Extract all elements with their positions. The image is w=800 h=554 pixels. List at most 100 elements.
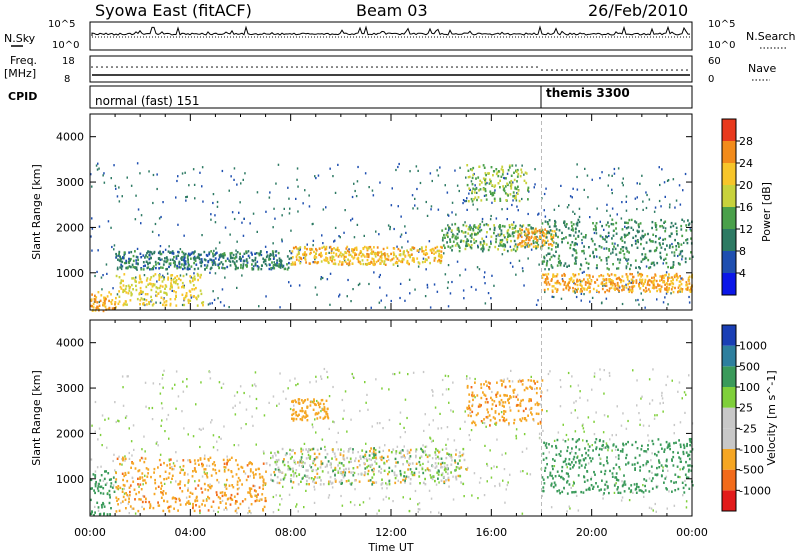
vel-band-cell xyxy=(326,463,328,466)
power-band-cell xyxy=(274,263,276,267)
power-band-cell xyxy=(372,258,375,261)
vel-band-cell xyxy=(125,492,127,495)
vel-band-cell xyxy=(325,399,328,402)
power-band-cell xyxy=(499,240,502,244)
vel-band-cell xyxy=(419,482,421,485)
power-scatter-cell xyxy=(158,234,160,237)
power-band-cell xyxy=(664,257,667,260)
nave-point xyxy=(286,66,288,68)
power-band-cell xyxy=(618,276,620,279)
power-band-cell xyxy=(288,261,290,265)
power-band-cell xyxy=(643,257,646,261)
vel-band-cell xyxy=(168,505,170,509)
power-band-cell xyxy=(359,250,362,253)
vel-scatter-cell xyxy=(104,418,106,421)
vel-band-cell xyxy=(409,462,411,466)
power-scatter-cell xyxy=(322,242,324,245)
vel-band-cell xyxy=(469,408,472,411)
power-band-cell xyxy=(659,279,661,282)
power-band-cell xyxy=(605,235,607,238)
power-scatter-cell xyxy=(501,253,504,256)
vel-band-cell xyxy=(235,473,238,476)
vel-scatter-cell xyxy=(253,383,256,386)
power-band-cell xyxy=(195,296,197,299)
vel-scatter-cell xyxy=(333,421,335,424)
vel-scatter-cell xyxy=(245,423,247,426)
power-scatter-cell xyxy=(295,197,297,200)
power-scatter-cell xyxy=(515,164,517,167)
power-band-cell xyxy=(251,253,253,256)
power-band-cell xyxy=(552,275,554,278)
power-scatter-cell xyxy=(632,228,634,231)
power-scatter-cell xyxy=(347,278,349,282)
vel-scatter-cell xyxy=(648,424,650,427)
vel-band-cell xyxy=(274,460,277,464)
power-band-cell xyxy=(555,250,557,253)
power-band-cell xyxy=(513,231,516,234)
power-scatter-cell xyxy=(368,186,370,189)
power-scatter-cell xyxy=(194,197,196,200)
power-scatter-cell xyxy=(210,213,212,216)
vel-scatter-cell xyxy=(128,427,130,430)
power-band-cell xyxy=(616,277,619,280)
power-band-cell xyxy=(660,246,663,249)
vel-band-cell xyxy=(509,409,512,412)
vel-band-cell xyxy=(140,488,143,491)
power-band-cell xyxy=(346,262,348,265)
power-scatter-cell xyxy=(648,198,651,201)
power-band-cell xyxy=(664,248,666,251)
power-band-cell xyxy=(433,249,435,252)
power-scatter-cell xyxy=(600,302,603,305)
nave-point xyxy=(621,69,623,71)
power-band-cell xyxy=(572,286,574,290)
vel-band-cell xyxy=(341,473,344,476)
vel-band-cell xyxy=(309,404,312,407)
power-scatter-cell xyxy=(593,231,596,235)
nave-point xyxy=(341,66,343,68)
power-band-cell xyxy=(412,257,415,260)
power-band-cell xyxy=(622,286,624,290)
vel-scatter-cell xyxy=(106,446,108,449)
power-band-cell xyxy=(589,254,591,258)
power-scatter-cell xyxy=(611,188,613,191)
vel-band-cell xyxy=(175,497,178,501)
power-band-cell xyxy=(185,292,188,295)
power-band-cell xyxy=(151,285,154,288)
power-band-cell xyxy=(518,199,521,203)
vel-scatter-cell xyxy=(160,402,163,405)
power-band-cell xyxy=(639,267,641,270)
nave-point xyxy=(506,66,508,68)
vel-band-cell xyxy=(212,468,215,471)
power-band-cell xyxy=(468,226,471,229)
vel-band-cell xyxy=(332,450,334,453)
vel-scatter-cell xyxy=(607,415,609,418)
power-band-cell xyxy=(149,282,152,285)
vel-scatter-cell xyxy=(526,472,528,475)
vel-scatter-cell xyxy=(281,498,283,501)
power-band-cell xyxy=(524,233,527,236)
power-band-cell xyxy=(130,265,132,269)
power-band-cell xyxy=(182,274,185,278)
vel-band-cell xyxy=(122,495,125,499)
vel-band-cell xyxy=(122,478,124,482)
vel-band-cell xyxy=(487,411,489,414)
power-band-cell xyxy=(568,281,570,284)
vel-band-cell xyxy=(187,480,190,483)
power-band-cell xyxy=(208,253,211,256)
power-band-cell xyxy=(150,251,153,254)
power-band-cell xyxy=(102,304,104,307)
power-scatter-cell xyxy=(609,214,611,217)
power-scatter-cell xyxy=(451,211,453,214)
power-scatter-cell xyxy=(419,181,422,185)
vel-band-cell xyxy=(245,478,248,482)
power-band-cell xyxy=(115,296,117,300)
power-band-cell xyxy=(454,222,457,226)
power-colorbar-tick-label: 16 xyxy=(739,201,753,214)
power-band-cell xyxy=(523,240,526,243)
power-band-cell xyxy=(525,238,528,241)
power-band-cell xyxy=(223,252,226,255)
power-band-cell xyxy=(546,275,548,279)
vel-band-cell xyxy=(368,457,371,461)
power-band-cell xyxy=(676,233,678,236)
power-band-cell xyxy=(429,261,431,265)
